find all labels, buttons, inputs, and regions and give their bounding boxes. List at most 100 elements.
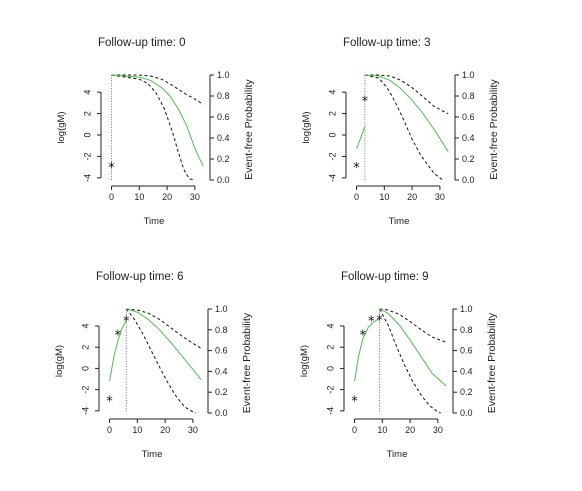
bottom-tick-label: 20 bbox=[407, 192, 417, 202]
right-tick-label: 1.0 bbox=[215, 304, 228, 314]
observed-point: * bbox=[115, 328, 122, 343]
survival-curve bbox=[126, 308, 202, 381]
survival-upper-band bbox=[379, 308, 447, 343]
survival-upper-band bbox=[126, 308, 202, 349]
y-axis-label-left: log(gM) bbox=[299, 345, 310, 377]
panel-followup-9: Follow-up time: 9 -4 -2 0 2 4 log(gM) 0.0 0.2 0.4… bbox=[299, 271, 498, 460]
longitudinal-fit-line bbox=[109, 320, 127, 382]
left-tick-label: 2 bbox=[82, 111, 92, 116]
left-tick-label: -2 bbox=[82, 152, 92, 160]
bottom-tick-label: 30 bbox=[435, 192, 445, 202]
left-tick-label: -4 bbox=[325, 407, 335, 415]
left-tick-label: 0 bbox=[327, 132, 337, 137]
y-axis-label-right: Event-free Probability bbox=[488, 79, 500, 180]
bottom-tick-label: 0 bbox=[352, 425, 357, 435]
panel-followup-0: Follow-up time: 0 -4 -2 0 2 4 log(gM) 0.0 0.2 0.4… bbox=[56, 37, 255, 227]
left-tick-label: 0 bbox=[325, 366, 335, 371]
survival-upper-band bbox=[111, 74, 204, 105]
right-tick-label: 0.0 bbox=[462, 175, 475, 185]
left-tick-label: -2 bbox=[327, 152, 337, 160]
right-tick-label: 0.8 bbox=[217, 91, 230, 101]
left-tick-label: -2 bbox=[80, 386, 90, 394]
survival-curve bbox=[364, 74, 449, 152]
right-tick-label: 0.4 bbox=[215, 366, 228, 376]
survival-lower-band bbox=[111, 74, 195, 181]
bottom-tick-label: 10 bbox=[379, 192, 389, 202]
bottom-tick-label: 30 bbox=[188, 425, 198, 435]
left-tick-label: -4 bbox=[80, 407, 90, 415]
left-tick-label: -2 bbox=[325, 386, 335, 394]
panel-title: Follow-up time: 0 bbox=[98, 37, 186, 49]
bottom-tick-label: 20 bbox=[160, 425, 170, 435]
left-tick-label: 4 bbox=[80, 323, 90, 328]
left-tick-label: -4 bbox=[327, 174, 337, 182]
y-axis-label-left: log(gM) bbox=[56, 111, 67, 143]
bottom-tick-label: 0 bbox=[107, 425, 112, 435]
survival-curve bbox=[379, 308, 447, 387]
observed-point: * bbox=[360, 328, 367, 343]
x-axis-label: Time bbox=[144, 216, 165, 227]
bottom-tick-label: 30 bbox=[433, 425, 443, 435]
bottom-tick-label: 10 bbox=[134, 192, 144, 202]
observed-point: * bbox=[108, 161, 115, 176]
right-tick-label: 0.6 bbox=[217, 112, 230, 122]
x-axis-label: Time bbox=[389, 216, 410, 227]
right-tick-label: 0.2 bbox=[460, 387, 473, 397]
bottom-tick-label: 0 bbox=[109, 192, 114, 202]
y-axis-label-left: log(gM) bbox=[301, 111, 312, 143]
right-tick-label: 0.8 bbox=[462, 91, 475, 101]
survival-lower-band bbox=[125, 308, 196, 414]
y-axis-label-right: Event-free Probability bbox=[241, 312, 253, 413]
observed-point: * bbox=[362, 95, 369, 110]
bottom-tick-label: 0 bbox=[354, 192, 359, 202]
survival-curve bbox=[111, 74, 204, 167]
y-axis-label-right: Event-free Probability bbox=[243, 79, 255, 180]
x-axis-label: Time bbox=[142, 449, 163, 460]
left-tick-label: 0 bbox=[80, 366, 90, 371]
right-tick-label: 0.0 bbox=[215, 408, 228, 418]
right-tick-label: 1.0 bbox=[462, 70, 475, 80]
longitudinal-fit-line bbox=[354, 318, 380, 382]
right-tick-label: 0.0 bbox=[460, 408, 473, 418]
x-axis-label: Time bbox=[387, 449, 408, 460]
right-tick-label: 0.2 bbox=[217, 154, 230, 164]
y-axis-label-right: Event-free Probability bbox=[486, 312, 498, 413]
bottom-tick-label: 20 bbox=[162, 192, 172, 202]
right-tick-label: 0.6 bbox=[215, 346, 228, 356]
longitudinal-fit-line bbox=[356, 126, 366, 150]
observed-point: * bbox=[353, 161, 360, 176]
bottom-tick-label: 10 bbox=[377, 425, 387, 435]
right-tick-label: 1.0 bbox=[460, 304, 473, 314]
observed-point: * bbox=[106, 394, 113, 409]
right-tick-label: 0.2 bbox=[462, 154, 475, 164]
left-tick-label: 2 bbox=[80, 345, 90, 350]
panel-followup-6: Follow-up time: 6 -4 -2 0 2 4 log(gM) 0.0 0.2 0.4… bbox=[54, 271, 253, 460]
panel-title: Follow-up time: 3 bbox=[343, 37, 431, 49]
right-tick-label: 0.6 bbox=[460, 346, 473, 356]
panel-title: Follow-up time: 9 bbox=[341, 271, 429, 283]
left-tick-label: 2 bbox=[325, 345, 335, 350]
left-tick-label: 4 bbox=[327, 90, 337, 95]
bottom-tick-label: 20 bbox=[405, 425, 415, 435]
panel-title: Follow-up time: 6 bbox=[96, 271, 184, 283]
right-tick-label: 0.0 bbox=[217, 175, 230, 185]
right-tick-label: 1.0 bbox=[217, 70, 230, 80]
right-tick-label: 0.4 bbox=[462, 133, 475, 143]
y-axis-label-left: log(gM) bbox=[54, 345, 65, 377]
observed-point: * bbox=[368, 315, 375, 330]
left-tick-label: 0 bbox=[82, 132, 92, 137]
observed-point: * bbox=[376, 314, 383, 329]
survival-lower-band bbox=[364, 74, 443, 181]
left-tick-label: 4 bbox=[82, 90, 92, 95]
right-tick-label: 0.4 bbox=[217, 133, 230, 143]
right-tick-label: 0.4 bbox=[460, 366, 473, 376]
observed-point: * bbox=[123, 315, 130, 330]
left-tick-label: -4 bbox=[82, 174, 92, 182]
left-tick-label: 2 bbox=[327, 111, 337, 116]
right-tick-label: 0.2 bbox=[215, 387, 228, 397]
observed-point: * bbox=[351, 394, 358, 409]
bottom-tick-label: 10 bbox=[132, 425, 142, 435]
bottom-tick-label: 30 bbox=[190, 192, 200, 202]
